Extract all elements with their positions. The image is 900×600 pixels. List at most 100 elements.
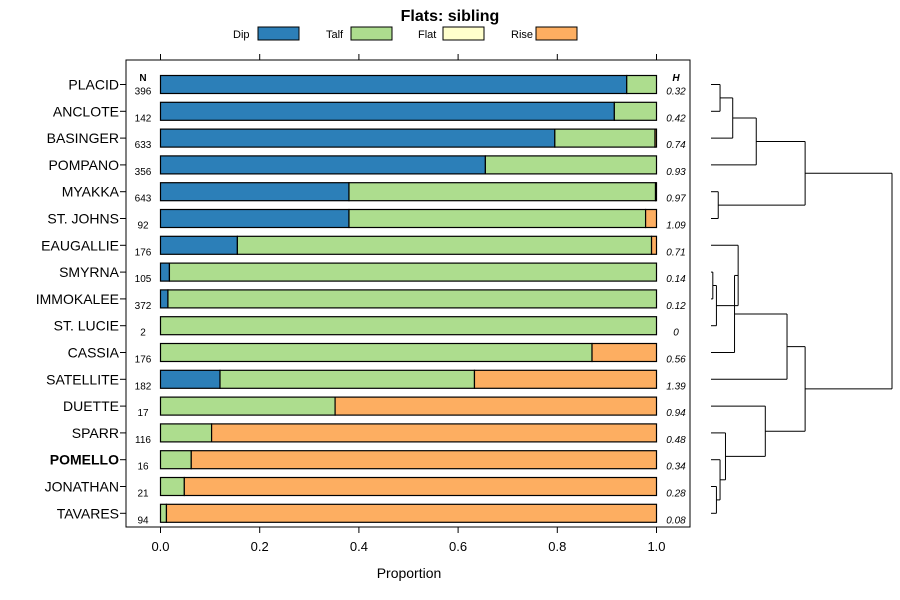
n-value: 105 xyxy=(135,274,152,285)
bar-segment-talf xyxy=(159,316,658,336)
chart-title: Flats: sibling xyxy=(401,8,500,25)
bar-segment-rise xyxy=(654,182,658,202)
category-label: SPARR xyxy=(72,425,119,441)
bar-segment-rise xyxy=(183,476,658,497)
n-value: 356 xyxy=(135,167,152,178)
bar-segment-rise xyxy=(334,396,658,416)
category-label: DUETTE xyxy=(63,398,119,414)
bar-segment-dip xyxy=(159,289,169,309)
n-value: 17 xyxy=(137,408,149,419)
h-column-header: H xyxy=(672,73,680,84)
n-value: 94 xyxy=(137,515,149,526)
legend-swatch-rise xyxy=(535,26,578,41)
category-label: POMELLO xyxy=(50,452,119,468)
bar-segment-rise xyxy=(210,423,658,443)
legend-swatch-flat xyxy=(442,26,485,41)
x-axis-label: Proportion xyxy=(377,565,442,581)
bar-segment-dip xyxy=(159,262,171,282)
h-value: 0.08 xyxy=(666,515,686,526)
category-label: ANCLOTE xyxy=(53,103,119,119)
category-label: MYAKKA xyxy=(62,184,120,200)
h-value: 0.28 xyxy=(666,489,686,500)
h-value: 0.12 xyxy=(666,301,686,312)
bar-segment-talf xyxy=(348,208,647,229)
h-value: 0.42 xyxy=(666,113,686,124)
legend: Dip Talf Flat Rise xyxy=(233,26,578,41)
bar-segment-rise xyxy=(473,369,658,389)
category-label: SMYRNA xyxy=(59,264,120,280)
bar-segment-talf xyxy=(159,396,336,416)
h-value: 0.74 xyxy=(666,140,686,151)
category-label: BASINGER xyxy=(47,130,119,146)
n-value: 142 xyxy=(135,113,152,124)
bar-segment-dip xyxy=(159,128,556,148)
n-value: 396 xyxy=(135,87,152,98)
legend-label-flat: Flat xyxy=(418,29,436,41)
legend-label-dip: Dip xyxy=(233,29,250,41)
h-value: 0.94 xyxy=(666,408,686,419)
bar-segment-talf xyxy=(167,289,658,309)
bar-segment-talf xyxy=(626,74,658,95)
bar-segment-talf xyxy=(484,155,658,175)
bar-segment-dip xyxy=(159,235,238,255)
plot-frame xyxy=(125,59,691,528)
bar-segment-talf xyxy=(554,128,656,148)
h-value: 1.09 xyxy=(666,221,686,232)
n-value: 633 xyxy=(135,140,152,151)
bar-segment-talf xyxy=(159,476,185,497)
dendrogram xyxy=(711,84,893,514)
category-label: IMMOKALEE xyxy=(36,291,119,307)
legend-swatch-talf xyxy=(350,26,393,41)
category-label: ST. LUCIE xyxy=(54,318,119,334)
bar-segment-talf xyxy=(159,503,168,523)
bar-segment-dip xyxy=(159,182,350,202)
category-label: EAUGALLIE xyxy=(41,237,119,253)
bar-segment-rise xyxy=(190,450,658,470)
bar-segment-talf xyxy=(159,342,593,363)
n-value: 21 xyxy=(137,489,149,500)
category-label: SATELLITE xyxy=(46,371,119,387)
bar-segment-dip xyxy=(159,369,221,389)
n-value: 372 xyxy=(135,301,152,312)
n-column-header: N xyxy=(139,73,146,84)
x-tick-label: 1.0 xyxy=(647,539,665,554)
bar-segment-rise xyxy=(165,503,658,523)
bar-segment-dip xyxy=(159,74,628,95)
category-label: CASSIA xyxy=(68,345,120,361)
x-tick-label: 0.6 xyxy=(449,539,467,554)
x-tick-label: 0.0 xyxy=(151,539,169,554)
category-label: TAVARES xyxy=(57,505,119,521)
n-value: 176 xyxy=(135,355,152,366)
x-tick-label: 0.4 xyxy=(350,539,368,554)
category-label: POMPANO xyxy=(48,157,119,173)
n-value: 16 xyxy=(137,462,149,473)
n-value: 182 xyxy=(135,381,152,392)
bar-segment-rise xyxy=(591,342,658,363)
h-value: 0.56 xyxy=(666,355,686,366)
bar-segment-talf xyxy=(159,450,192,470)
bar-segment-rise xyxy=(650,235,658,255)
h-value: 0.97 xyxy=(666,194,686,205)
n-value: 176 xyxy=(135,247,152,258)
category-label: ST. JOHNS xyxy=(47,211,119,227)
n-value: 643 xyxy=(135,194,152,205)
h-value: 1.39 xyxy=(666,381,686,392)
bar-segment-talf xyxy=(236,235,653,255)
h-value: 0 xyxy=(673,328,679,339)
bar-segment-rise xyxy=(654,128,658,148)
bar-segment-dip xyxy=(159,208,350,229)
h-value: 0.48 xyxy=(666,435,686,446)
h-value: 0.93 xyxy=(666,167,686,178)
h-value: 0.14 xyxy=(666,274,686,285)
legend-label-rise: Rise xyxy=(511,29,533,41)
bar-segment-rise xyxy=(644,208,658,229)
n-value: 116 xyxy=(135,435,151,446)
bar-segment-dip xyxy=(159,101,615,121)
h-value: 0.34 xyxy=(666,462,686,473)
bar-segment-talf xyxy=(159,423,213,443)
n-value: 2 xyxy=(140,328,146,339)
x-tick-label: 0.8 xyxy=(548,539,566,554)
bar-segment-talf xyxy=(613,101,658,121)
h-value: 0.71 xyxy=(666,247,685,258)
